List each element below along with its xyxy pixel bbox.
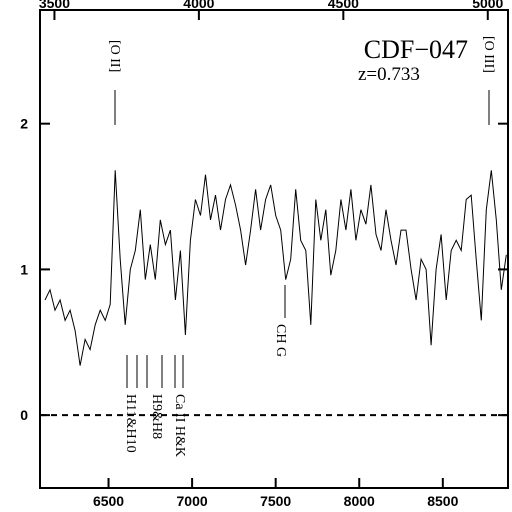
y-tick-label: 1 xyxy=(20,261,28,277)
annotation: H11&H10 xyxy=(123,394,138,453)
chart-title: CDF−047 xyxy=(364,35,468,64)
y-tick-label: 0 xyxy=(20,407,28,423)
x-tick-label: 7500 xyxy=(260,493,291,509)
annotation: Ca II H&K xyxy=(172,394,187,457)
x2-tick-label: 3500 xyxy=(39,0,70,11)
x2-tick-label: 4000 xyxy=(183,0,214,11)
chart-subtitle: z=0.733 xyxy=(358,64,420,85)
annotation: CH G xyxy=(273,324,288,357)
x-tick-label: 7000 xyxy=(177,493,208,509)
x2-tick-label: 4500 xyxy=(328,0,359,11)
y-tick-label: 2 xyxy=(20,116,28,132)
annotation: [O III] xyxy=(481,36,496,73)
x2-tick-label: 5000 xyxy=(472,0,503,11)
x-tick-label: 6500 xyxy=(93,493,124,509)
x-tick-label: 8000 xyxy=(344,493,375,509)
spectrum-line xyxy=(44,170,507,366)
frame xyxy=(39,9,509,489)
x-tick-label: 8500 xyxy=(427,493,458,509)
annotation: H9&H8 xyxy=(149,394,164,439)
line-markers xyxy=(126,355,184,388)
annotation: [O II] xyxy=(107,40,122,72)
